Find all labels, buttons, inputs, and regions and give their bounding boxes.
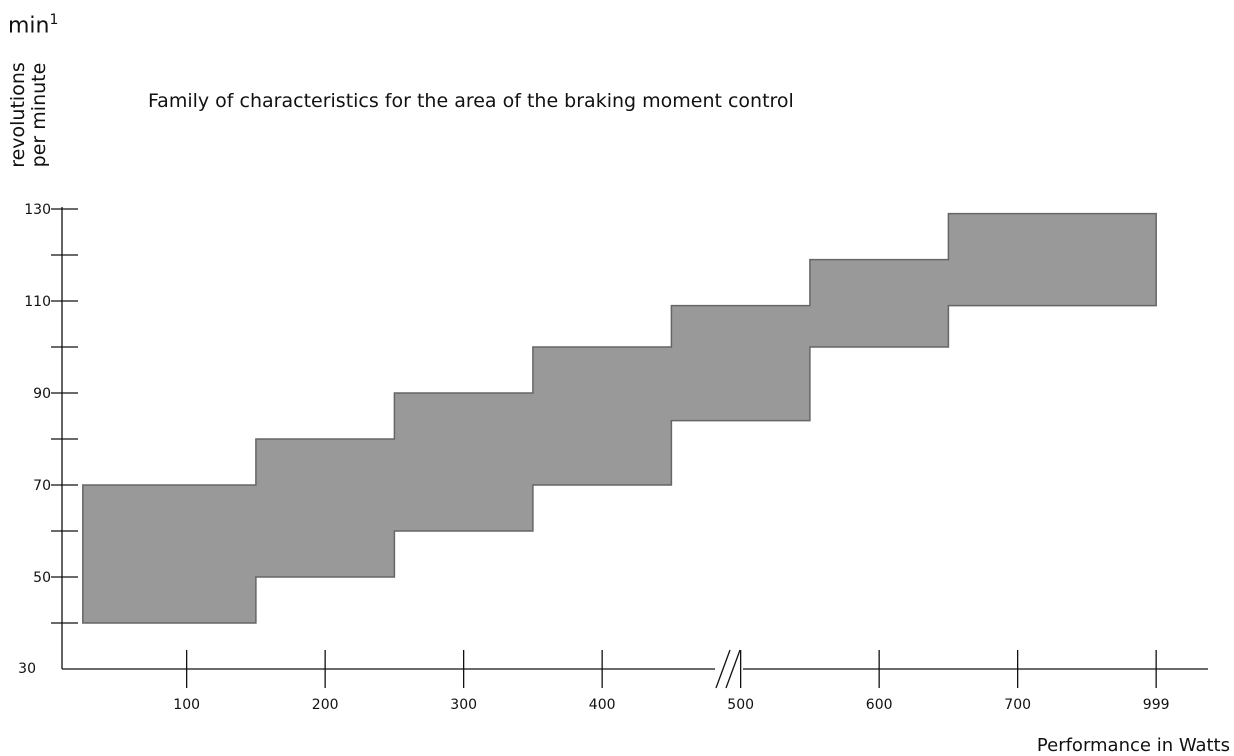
axis-break-mark — [715, 649, 731, 689]
x-tick-label: 600 — [866, 697, 893, 713]
x-tick-label: 100 — [173, 697, 200, 713]
x-tick-label: 700 — [1004, 697, 1031, 713]
y-tick-label: 50 — [33, 570, 51, 586]
control-area-band — [82, 212, 1157, 624]
y-tick-label: 30 — [18, 661, 36, 677]
y-unit-label: min1 — [8, 12, 59, 39]
axis-break-mark — [725, 649, 741, 689]
y-tick-label: 130 — [24, 202, 51, 218]
x-tick-label: 300 — [450, 697, 477, 713]
x-tick-label: 500 — [727, 697, 754, 713]
x-tick-label: 400 — [589, 697, 616, 713]
chart-title: Family of characteristics for the area o… — [148, 90, 794, 112]
x-tick-label: 999 — [1143, 697, 1170, 713]
y-tick-label: 110 — [24, 294, 51, 310]
y-tick-label: 90 — [33, 386, 51, 402]
y-tick-label: 70 — [33, 478, 51, 494]
x-tick-label: 200 — [312, 697, 339, 713]
x-axis-label: Performance in Watts — [1036, 735, 1230, 756]
